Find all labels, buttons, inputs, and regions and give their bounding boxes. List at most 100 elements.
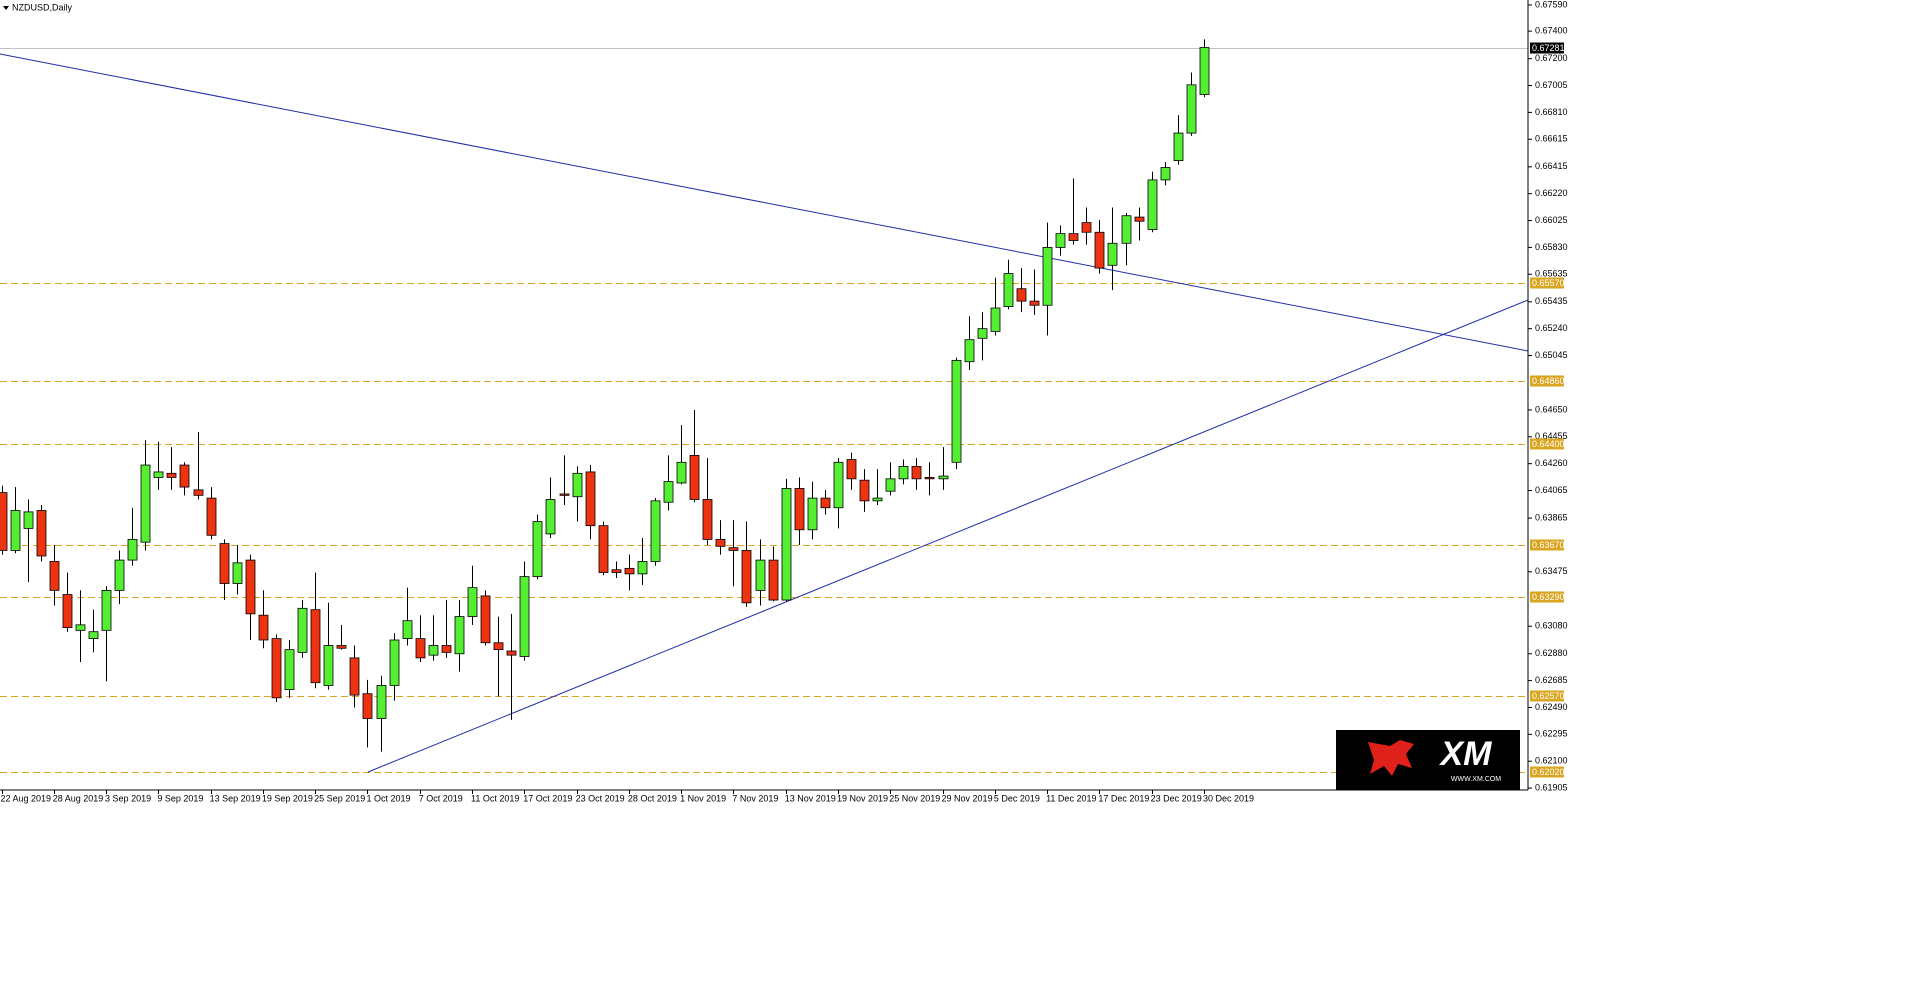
logo-brand: XM <box>1439 735 1493 773</box>
y-tick-label: 0.63080 <box>1535 621 1568 631</box>
y-tick-label: 0.65240 <box>1535 323 1568 333</box>
candle-body <box>898 466 909 480</box>
y-tick-label: 0.61905 <box>1535 782 1568 792</box>
level-label: 0.63290 <box>1532 592 1565 602</box>
candle-body <box>977 328 988 339</box>
candle-body <box>323 645 334 686</box>
x-tick-label: 13 Sep 2019 <box>210 793 261 803</box>
candle-body <box>611 569 622 573</box>
candle-body <box>833 461 844 509</box>
candle-body <box>637 561 648 575</box>
y-tick-label: 0.65435 <box>1535 296 1568 306</box>
y-tick-label: 0.65830 <box>1535 242 1568 252</box>
candle-body <box>1186 84 1197 134</box>
logo-url: WWW.XM.COM <box>1451 776 1501 783</box>
candle-body <box>219 543 230 584</box>
x-tick-label: 28 Aug 2019 <box>53 793 104 803</box>
candle-body <box>349 657 360 696</box>
candle-body <box>885 478 896 492</box>
candle-body <box>310 609 321 684</box>
x-tick-label: 19 Nov 2019 <box>837 793 888 803</box>
candle-body <box>23 511 34 529</box>
level-label-box <box>1530 438 1564 450</box>
candle-body <box>1160 167 1171 181</box>
level-label: 0.65570 <box>1532 278 1565 288</box>
y-tick-label: 0.67400 <box>1535 26 1568 36</box>
candle-body <box>1003 273 1014 308</box>
logo-bull <box>1368 740 1414 776</box>
x-tick-label: 17 Oct 2019 <box>523 793 572 803</box>
candle-body <box>768 559 779 601</box>
candle-body <box>153 471 164 478</box>
candle-body <box>1094 231 1105 269</box>
y-tick-label: 0.64455 <box>1535 431 1568 441</box>
y-tick-label: 0.67200 <box>1535 53 1568 63</box>
y-tick-label: 0.67005 <box>1535 80 1568 90</box>
candle-body <box>179 464 190 488</box>
y-tick-label: 0.66810 <box>1535 107 1568 117</box>
candle-body <box>127 539 138 561</box>
candle-body <box>1199 47 1210 95</box>
candle-body <box>650 500 661 562</box>
candle-body <box>702 499 713 540</box>
level-label: 0.64860 <box>1532 376 1565 386</box>
candle-body <box>585 471 596 527</box>
candle-body <box>911 466 922 480</box>
candle-body <box>924 477 935 480</box>
candle-body <box>441 645 452 653</box>
candle-body <box>964 339 975 363</box>
candle-body <box>1081 222 1092 233</box>
x-tick-label: 7 Nov 2019 <box>732 793 778 803</box>
candle-body <box>689 455 700 500</box>
candle-body <box>232 562 243 584</box>
candle-body <box>807 497 818 531</box>
candle-body <box>990 307 1001 332</box>
candles <box>0 39 1210 752</box>
candle-body <box>297 607 308 653</box>
candle-body <box>467 587 478 617</box>
candle-body <box>480 595 491 644</box>
candle-body <box>114 559 125 591</box>
level-label-box <box>1530 277 1564 289</box>
candle-body <box>1107 242 1118 266</box>
candle-body <box>193 489 204 496</box>
level-label-box <box>1530 690 1564 702</box>
candle-body <box>820 497 831 509</box>
candle-body <box>715 539 726 547</box>
candle-body <box>559 493 570 496</box>
candle-body <box>166 472 177 478</box>
candle-body <box>36 510 47 557</box>
candle-body <box>663 481 674 503</box>
x-tick-label: 25 Sep 2019 <box>314 793 365 803</box>
candle-body <box>101 589 112 631</box>
level-label: 0.62020 <box>1532 767 1565 777</box>
candle-body <box>938 475 949 480</box>
candle-body <box>10 510 21 551</box>
level-label-box <box>1530 591 1564 603</box>
candle-body <box>1147 179 1158 230</box>
candle-body <box>284 649 295 690</box>
candle-body <box>1029 300 1040 306</box>
candle-body <box>362 693 373 719</box>
x-tick-label: 19 Sep 2019 <box>262 793 313 803</box>
y-tick-label: 0.62490 <box>1535 702 1568 712</box>
candle-body <box>415 638 426 659</box>
up-trendline <box>367 299 1529 773</box>
x-tick-label: 13 Nov 2019 <box>785 793 836 803</box>
candle-body <box>794 488 805 531</box>
menu-arrow[interactable] <box>3 6 9 10</box>
x-tick-label: 17 Dec 2019 <box>1098 793 1149 803</box>
x-tick-label: 29 Nov 2019 <box>942 793 993 803</box>
candle-body <box>454 616 465 655</box>
candle-body <box>951 359 962 463</box>
y-tick-label: 0.62295 <box>1535 729 1568 739</box>
candle-body <box>519 576 530 657</box>
candle-body <box>1055 233 1066 248</box>
candle-body <box>872 497 883 502</box>
candle-body <box>402 620 413 640</box>
level-label-box <box>1530 766 1564 778</box>
candle-body <box>428 645 439 656</box>
x-tick-label: 28 Oct 2019 <box>628 793 677 803</box>
level-label-box <box>1530 375 1564 387</box>
